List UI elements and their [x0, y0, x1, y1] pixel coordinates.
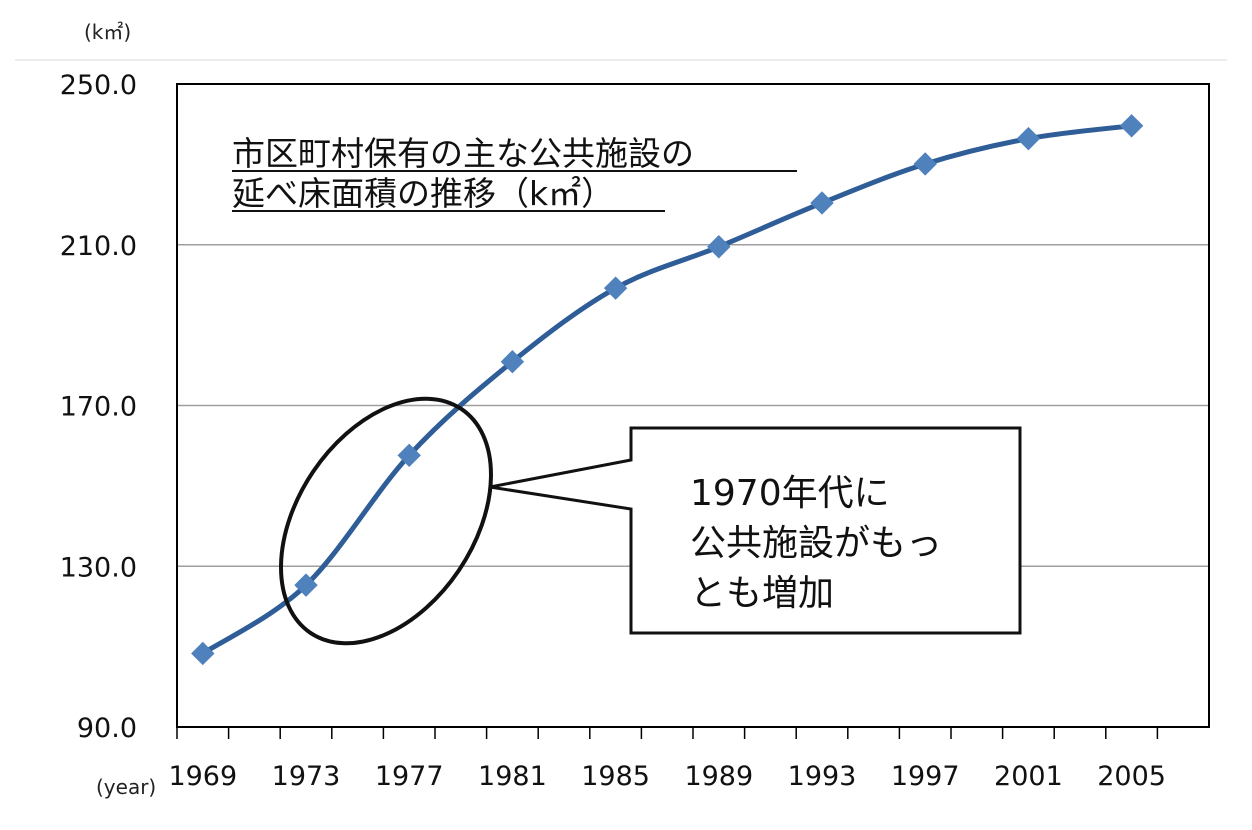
x-axis-tick-labels: 1969 1973 1977 1981 1985 1989 1993 1997 2001 2005	[168, 761, 1166, 792]
series-point	[707, 235, 731, 259]
annotation-callout: 1970年代に 公共施設がもっ とも増加	[279, 396, 1022, 646]
y-axis-unit-label: (k㎡)	[84, 20, 131, 44]
series-point	[1016, 126, 1041, 151]
callout-box	[489, 426, 1022, 635]
x-tick-label: 1989	[684, 761, 753, 792]
series-layer	[191, 114, 1144, 666]
y-tick-label: 210.0	[60, 231, 137, 262]
x-tick-label: 1977	[375, 761, 444, 792]
y-tick-label: 130.0	[60, 552, 137, 583]
x-tick-label: 2001	[994, 761, 1063, 792]
callout-line-2: 公共施設がもっ	[690, 523, 942, 564]
series-point	[294, 573, 318, 597]
x-axis-minor-ticks	[176, 727, 1159, 739]
y-tick-label: 170.0	[60, 392, 137, 423]
chart-title-line-2: 延べ床面積の推移（k㎡）	[232, 174, 614, 213]
chart-title-line-1: 市区町村保有の主な公共施設の	[232, 134, 694, 173]
callout-line-1: 1970年代に	[690, 473, 890, 514]
chart-title-block: 市区町村保有の主な公共施設の 延べ床面積の推移（k㎡）	[232, 134, 797, 213]
y-axis-tick-labels: 90.0 130.0 170.0 210.0 250.0	[60, 70, 137, 744]
y-tick-label: 250.0	[60, 70, 137, 101]
x-tick-label: 1969	[168, 761, 237, 792]
y-tick-label: 90.0	[77, 713, 137, 744]
x-axis-unit-label: (year)	[96, 775, 156, 799]
callout-line-3: とも増加	[690, 573, 834, 614]
x-tick-label: 1981	[478, 761, 547, 792]
series-point	[603, 276, 628, 300]
series-point	[397, 443, 421, 468]
series-point	[810, 191, 834, 215]
series-point	[191, 641, 215, 666]
x-tick-label: 1993	[788, 761, 857, 792]
highlight-ellipse	[279, 396, 493, 646]
x-tick-label: 2005	[1097, 761, 1166, 792]
x-tick-label: 1985	[581, 761, 650, 792]
series-line	[200, 123, 1135, 656]
series-point	[913, 152, 937, 176]
x-tick-label: 1997	[891, 761, 960, 792]
series-point	[500, 349, 525, 374]
series-point	[1119, 114, 1144, 138]
x-tick-label: 1973	[272, 761, 341, 792]
